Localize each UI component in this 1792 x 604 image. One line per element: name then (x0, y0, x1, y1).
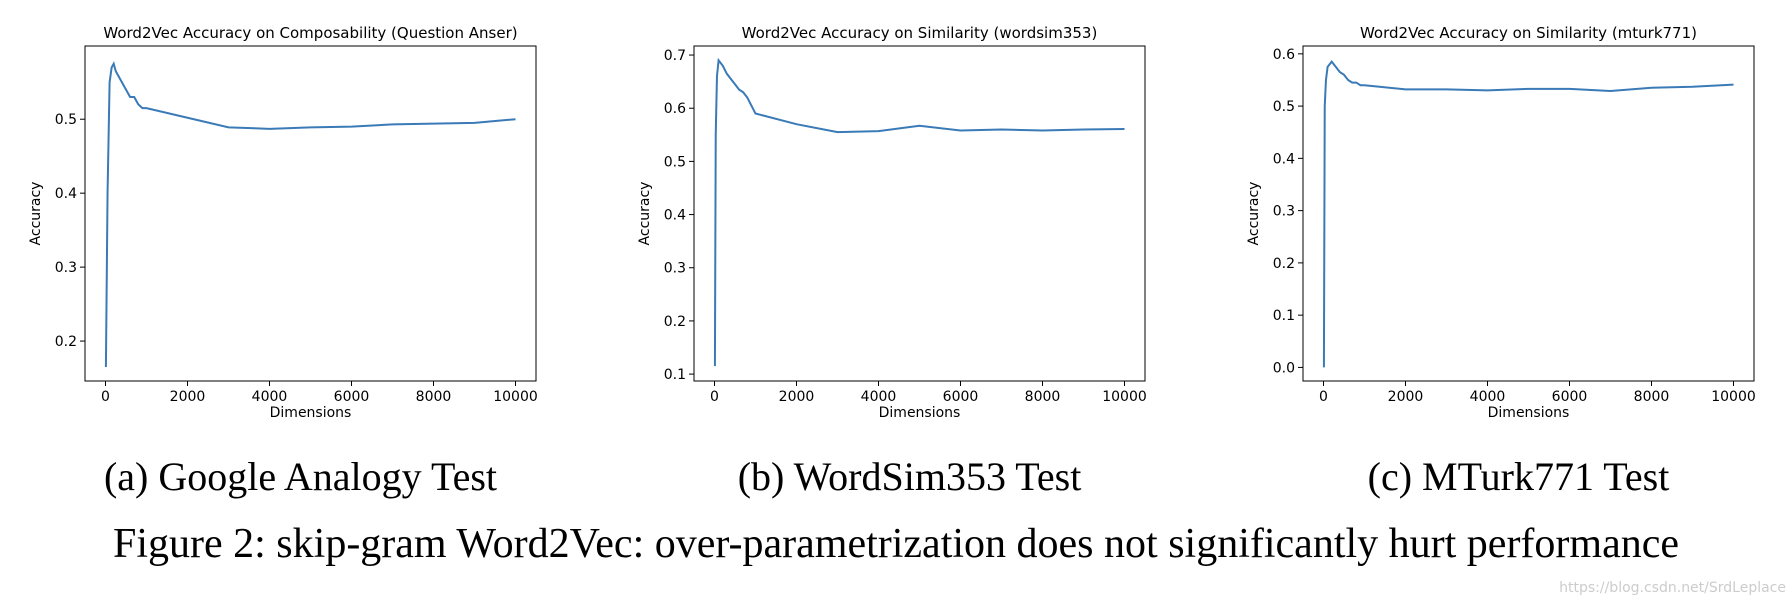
chart-title: Word2Vec Accuracy on Composability (Ques… (103, 24, 517, 42)
subfigure-caption: (a) Google Analogy Test (104, 454, 497, 499)
x-tick-label: 6000 (334, 389, 370, 405)
y-tick-label: 0.6 (1273, 47, 1295, 63)
plot-frame (84, 45, 537, 382)
y-tick-label: 0.5 (1273, 99, 1295, 115)
y-tick-label: 0.2 (664, 314, 686, 330)
y-tick-label: 0.3 (664, 261, 686, 277)
subfigure-caption: (c) MTurk771 Test (1368, 454, 1670, 499)
chart-title: Word2Vec Accuracy on Similarity (mturk77… (1360, 24, 1697, 42)
x-tick-label: 0 (101, 389, 110, 405)
y-axis-label: Accuracy (1246, 182, 1262, 246)
x-tick-label: 10000 (1102, 389, 1147, 405)
figure-caption: Figure 2: skip-gram Word2Vec: over-param… (113, 521, 1679, 567)
watermark: https://blog.csdn.net/SrdLeplace (1559, 580, 1786, 596)
y-tick-label: 0.6 (664, 101, 686, 117)
y-tick-label: 0.1 (664, 367, 686, 383)
x-tick-label: 4000 (861, 389, 897, 405)
x-tick-label: 10000 (1711, 389, 1756, 405)
x-tick-label: 0 (710, 389, 719, 405)
y-tick-label: 0.2 (55, 334, 77, 350)
y-tick-label: 0.3 (55, 260, 77, 276)
y-tick-label: 0.2 (1273, 256, 1295, 272)
x-tick-label: 2000 (170, 389, 206, 405)
y-tick-label: 0.4 (55, 186, 77, 202)
y-axis-label: Accuracy (637, 182, 653, 246)
chart-title: Word2Vec Accuracy on Similarity (wordsim… (742, 24, 1098, 42)
x-tick-label: 4000 (1470, 389, 1506, 405)
x-axis-label: Dimensions (879, 405, 961, 421)
y-axis-label: Accuracy (28, 182, 44, 246)
x-axis-label: Dimensions (270, 405, 352, 421)
x-tick-label: 10000 (493, 389, 538, 405)
y-tick-label: 0.4 (1273, 151, 1295, 167)
x-tick-label: 8000 (1634, 389, 1670, 405)
x-tick-label: 6000 (943, 389, 979, 405)
data-line (1322, 60, 1734, 368)
data-line (104, 61, 516, 367)
y-tick-label: 0.0 (1273, 360, 1295, 376)
plot-frame (1302, 45, 1755, 382)
x-tick-label: 2000 (779, 389, 815, 405)
x-tick-label: 6000 (1552, 389, 1588, 405)
plot-frame (693, 45, 1146, 382)
y-tick-label: 0.1 (1273, 308, 1295, 324)
y-tick-label: 0.7 (664, 48, 686, 64)
y-tick-label: 0.5 (664, 154, 686, 170)
subfigure-caption: (b) WordSim353 Test (738, 454, 1082, 499)
x-tick-label: 2000 (1388, 389, 1424, 405)
x-axis-label: Dimensions (1488, 405, 1570, 421)
data-line (713, 57, 1125, 367)
y-tick-label: 0.3 (1273, 204, 1295, 220)
y-tick-label: 0.5 (55, 112, 77, 128)
x-tick-label: 8000 (416, 389, 452, 405)
x-tick-label: 8000 (1025, 389, 1061, 405)
x-tick-label: 4000 (252, 389, 288, 405)
y-tick-label: 0.4 (664, 208, 686, 224)
x-tick-label: 0 (1319, 389, 1328, 405)
